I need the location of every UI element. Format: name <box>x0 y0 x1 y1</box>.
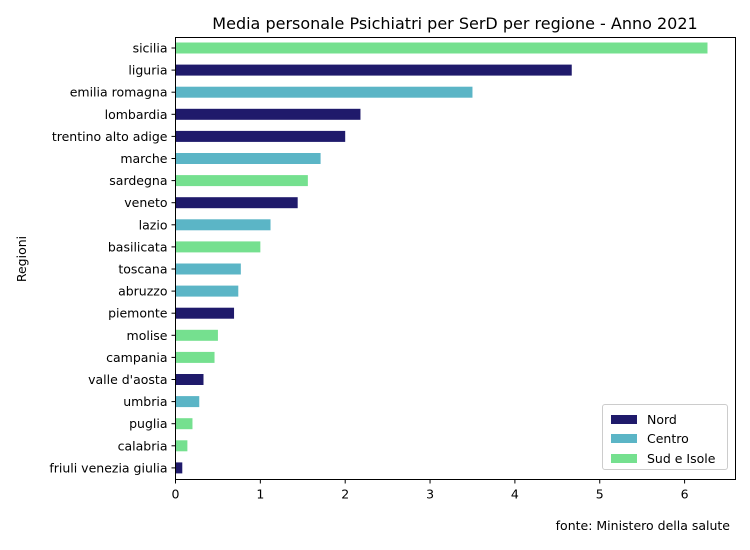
bar-valle-d-aosta <box>175 374 204 385</box>
bar-marche <box>175 153 321 164</box>
y-tick-label-emilia-romagna: emilia romagna <box>70 85 168 100</box>
x-tick-label: 0 <box>172 487 180 502</box>
y-tick-label-trentino-alto-adige: trentino alto adige <box>52 129 168 144</box>
bar-liguria <box>175 64 572 76</box>
bar-friuli-venezia-giulia <box>175 462 183 474</box>
y-tick-label-campania: campania <box>106 350 167 365</box>
bar-veneto <box>175 197 298 209</box>
y-tick-label-umbria: umbria <box>123 394 167 409</box>
x-tick-label: 2 <box>341 487 349 502</box>
bar-abruzzo <box>175 285 239 297</box>
legend-label-centro: Centro <box>647 430 689 446</box>
legend-swatch-nord <box>611 414 637 424</box>
y-tick-label-basilicata: basilicata <box>108 239 168 254</box>
bars-group <box>175 42 708 474</box>
bar-lazio <box>175 219 271 231</box>
y-axis-label: Regioni <box>14 236 29 282</box>
y-tick-label-lazio: lazio <box>139 217 168 232</box>
y-tick-label-puglia: puglia <box>129 416 167 431</box>
y-tick-label-marche: marche <box>120 151 167 166</box>
y-tick-label-abruzzo: abruzzo <box>118 284 167 299</box>
y-tick-label-sardegna: sardegna <box>109 173 167 188</box>
legend-label-sud-e-isole: Sud e Isole <box>647 450 716 466</box>
bar-umbria <box>175 396 200 408</box>
legend-item-sud-e-isole: Sud e Isole <box>611 448 715 468</box>
y-tick-label-lombardia: lombardia <box>105 107 168 122</box>
bar-lombardia <box>175 108 361 120</box>
legend-item-centro: Centro <box>611 428 689 448</box>
bar-molise <box>175 329 218 341</box>
legend-swatch-sud-e-isole <box>611 453 637 463</box>
y-tick-label-valle-d-aosta: valle d'aosta <box>88 372 167 387</box>
x-tick-label: 3 <box>426 487 434 502</box>
y-tick-label-calabria: calabria <box>118 438 168 453</box>
x-tick-label: 4 <box>511 487 519 502</box>
y-ticks-group: sicilia liguria emilia romagna lombardia tre… <box>49 41 176 475</box>
y-tick-label-liguria: liguria <box>128 63 167 78</box>
legend-label-nord: Nord <box>647 411 677 427</box>
bar-emilia-romagna <box>175 86 473 98</box>
y-tick-label-toscana: toscana <box>118 262 167 277</box>
x-ticks-group: 0 1 2 3 4 5 6 <box>172 479 689 502</box>
y-tick-label-veneto: veneto <box>124 195 167 210</box>
bar-toscana <box>175 263 241 275</box>
legend-item-nord: Nord <box>611 409 677 429</box>
bar-campania <box>175 351 215 363</box>
y-tick-label-sicilia: sicilia <box>133 41 168 56</box>
bar-basilicata <box>175 241 261 253</box>
x-tick-label: 6 <box>681 487 689 502</box>
y-tick-label-molise: molise <box>127 328 168 343</box>
x-tick-label: 5 <box>596 487 604 502</box>
source-note: fonte: Ministero della salute <box>555 518 730 533</box>
y-tick-label-friuli-venezia-giulia: friuli venezia giulia <box>49 460 167 475</box>
bar-trentino-alto-adige <box>175 130 346 142</box>
chart-title: Media personale Psichiatri per SerD per … <box>212 14 697 33</box>
bar-piemonte <box>175 307 235 319</box>
legend-swatch-centro <box>611 433 637 443</box>
bar-sicilia <box>175 42 708 54</box>
x-tick-label: 1 <box>256 487 264 502</box>
y-tick-label-piemonte: piemonte <box>108 306 168 321</box>
bar-puglia <box>175 418 193 430</box>
bar-sardegna <box>175 175 308 187</box>
legend: Nord Centro Sud e Isole <box>602 404 728 470</box>
plot-frame <box>175 37 736 480</box>
bar-calabria <box>175 440 188 452</box>
